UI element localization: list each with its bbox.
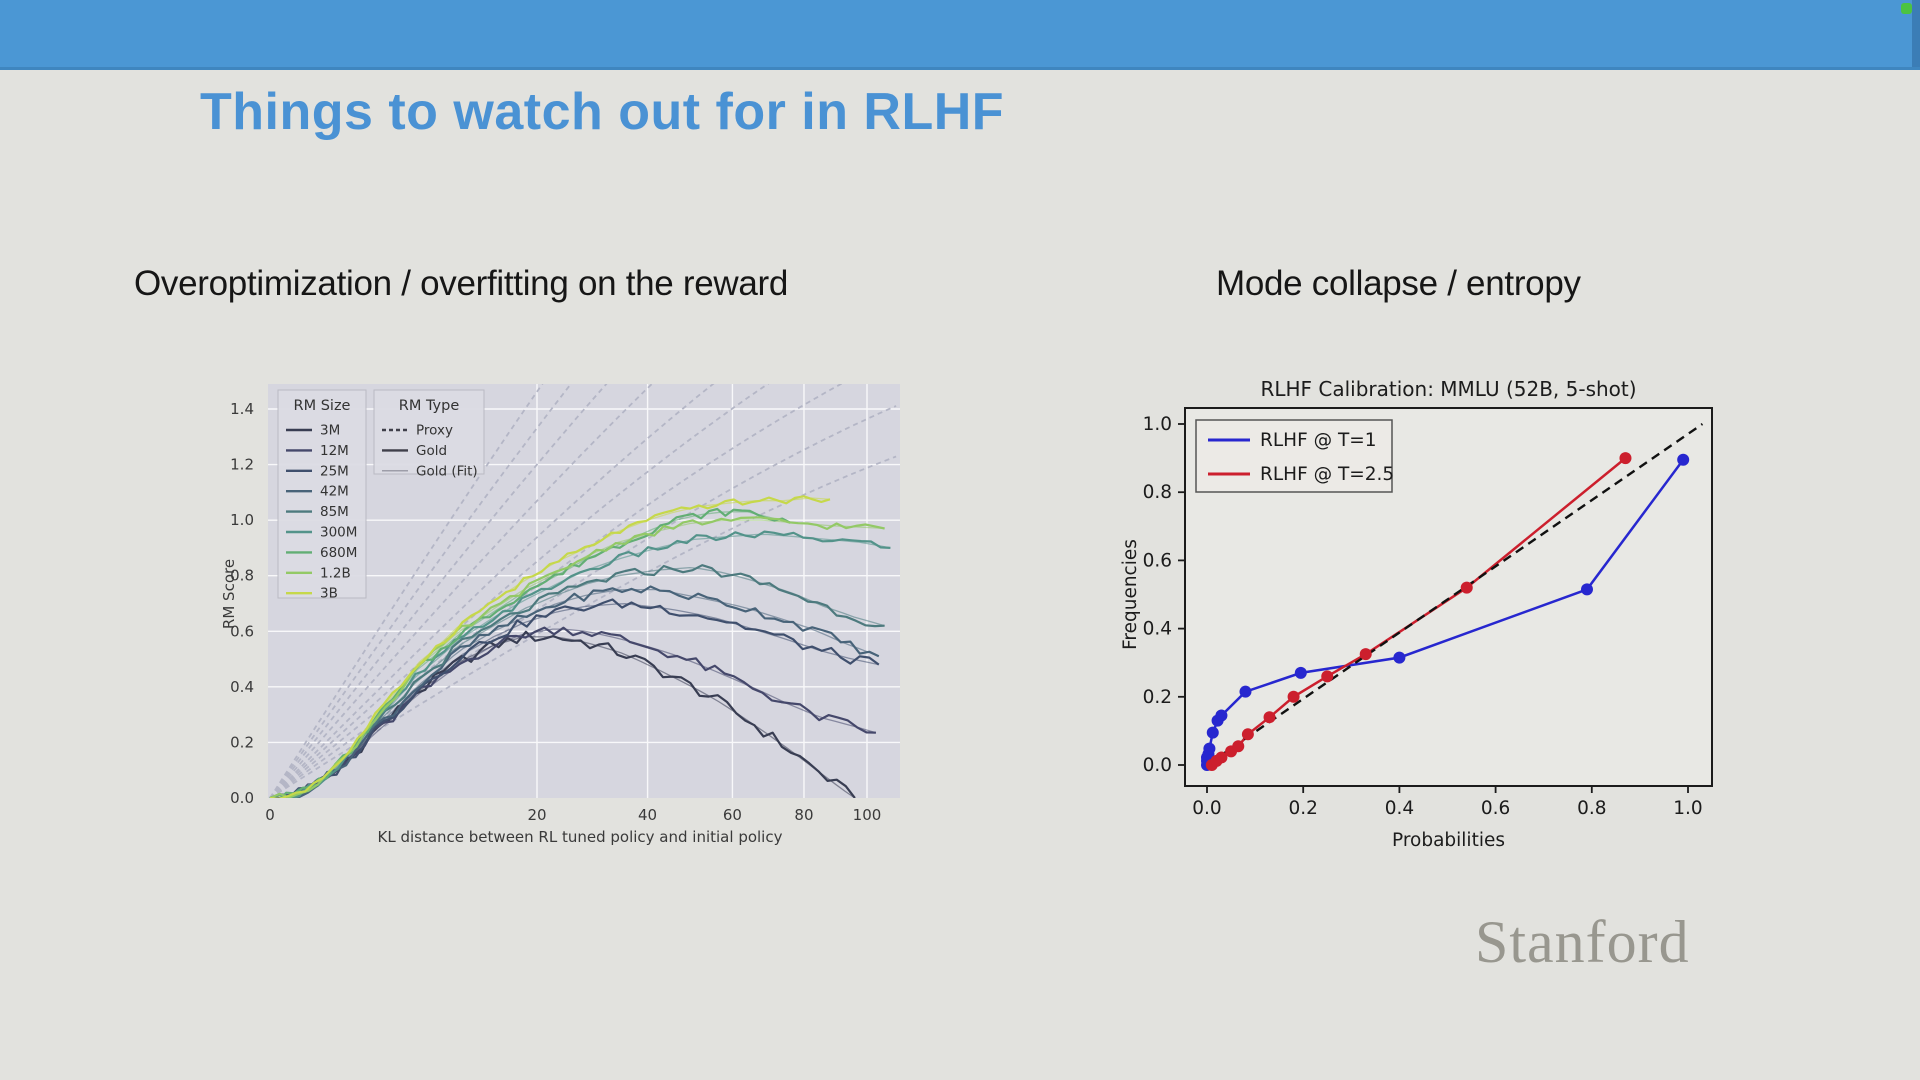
right-plot-series — [1201, 423, 1704, 771]
left-plot-series — [269, 384, 897, 798]
data-point — [1580, 583, 1593, 596]
data-point — [1359, 648, 1372, 661]
right-x-tick: 0.6 — [1481, 798, 1510, 819]
right-legend-label: RLHF @ T=1 — [1260, 430, 1377, 451]
data-point — [1239, 685, 1252, 698]
gold-line-3B — [270, 495, 831, 798]
data-point — [1321, 670, 1334, 683]
overoptimization-chart: 0 20 40 60 80 100 0.0 0.2 0.4 0.6 0.8 1.0 1.2 1.4 KL d… — [220, 384, 900, 846]
legend-rm-size-label: 1.2B — [320, 565, 351, 581]
left-x-tick: 0 — [265, 806, 275, 824]
stanford-logo: Stanford — [1475, 909, 1690, 975]
left-x-axis-label: KL distance between RL tuned policy and … — [378, 828, 783, 846]
legend-rm-size-label: 300M — [320, 525, 357, 541]
data-point — [1460, 581, 1473, 594]
data-point — [1241, 728, 1254, 741]
left-y-tick: 0.4 — [230, 678, 254, 696]
legend-rm-size-label: 85M — [320, 504, 349, 520]
proxy-line-25M — [269, 384, 843, 798]
legend-rm-size-label: 3M — [320, 423, 340, 439]
legend-rm-size-label: 42M — [320, 484, 349, 500]
left-y-axis-label: RM Score — [220, 559, 238, 629]
gold-line-1.2B — [269, 516, 885, 798]
data-point — [1393, 651, 1406, 664]
left-y-tick: 0.2 — [230, 733, 254, 751]
left-y-tick: 1.0 — [230, 511, 254, 529]
calibration-chart: RLHF Calibration: MMLU (52B, 5-shot) 0.0 0… — [1120, 377, 1713, 851]
data-point — [1677, 453, 1690, 466]
right-y-tick: 0.0 — [1143, 755, 1172, 776]
proxy-line-12M — [269, 405, 897, 798]
left-x-tick: 80 — [794, 806, 813, 824]
legend-rm-size-label: 25M — [320, 463, 349, 479]
right-y-tick: 0.6 — [1143, 550, 1172, 571]
data-point — [1619, 452, 1632, 465]
left-y-tick: 0.0 — [230, 789, 254, 807]
left-section-heading: Overoptimization / overfitting on the re… — [134, 264, 789, 303]
gold-line-42M — [269, 585, 880, 798]
right-y-tick: 0.4 — [1143, 619, 1172, 640]
legend-rm-size: RM Size 3M 12M 25M 42M 85M 300M 680M 1.2B 3B — [277, 389, 367, 602]
legend-rm-size-title: RM Size — [294, 398, 351, 414]
video-top-bar — [0, 0, 1920, 70]
right-x-tick: 0.8 — [1577, 798, 1606, 819]
right-legend: RLHF @ T=1 RLHF @ T=2.5 — [1195, 419, 1394, 493]
data-point — [1287, 690, 1300, 703]
left-grid — [268, 384, 900, 798]
left-y-tick: 0.6 — [230, 622, 254, 640]
legend-rm-size-label: 680M — [320, 545, 357, 561]
data-point — [1232, 740, 1245, 753]
right-ticks — [1178, 423, 1689, 793]
legend-rm-type-label: Gold — [416, 443, 447, 459]
proxy-line-1.2B — [269, 384, 572, 798]
slide-title: Things to watch out for in RLHF — [200, 83, 1005, 141]
left-y-tick: 0.8 — [230, 567, 254, 585]
data-point — [1203, 742, 1216, 755]
legend-rm-type-label: Gold (Fit) — [416, 463, 478, 479]
right-y-tick: 0.8 — [1143, 482, 1172, 503]
right-y-tick: 0.2 — [1143, 687, 1172, 708]
left-x-tick: 40 — [638, 806, 657, 824]
proxy-line-3B — [269, 384, 544, 798]
left-y-tick: 1.4 — [230, 400, 254, 418]
right-x-tick: 1.0 — [1673, 798, 1702, 819]
right-y-tick: 1.0 — [1143, 414, 1172, 435]
gold-line-680M — [270, 507, 792, 798]
right-x-tick: 0.0 — [1192, 798, 1221, 819]
right-y-axis-label: Frequencies — [1120, 539, 1141, 650]
gold-line-25M — [270, 598, 880, 798]
legend-rm-size-label: 12M — [320, 443, 349, 459]
top-bar-right-strip — [1912, 0, 1920, 67]
data-point — [1263, 711, 1276, 724]
right-chart-title: RLHF Calibration: MMLU (52B, 5-shot) — [1260, 377, 1636, 401]
legend-rm-type: RM Type Proxy Gold Gold (Fit) — [373, 389, 485, 479]
legend-rm-type-title: RM Type — [399, 398, 460, 414]
data-point — [1215, 709, 1228, 722]
legend-rm-size-label: 3B — [320, 586, 338, 602]
right-section-heading: Mode collapse / entropy — [1216, 264, 1581, 303]
proxy-line-85M — [269, 384, 715, 798]
proxy-line-680M — [269, 384, 608, 798]
data-point — [1206, 726, 1219, 739]
legend-rm-type-label: Proxy — [416, 423, 453, 439]
data-point — [1294, 666, 1307, 679]
left-y-tick: 1.2 — [230, 456, 254, 474]
gold-line-85M — [270, 564, 885, 798]
proxy-line-42M — [269, 384, 770, 798]
left-x-tick: 60 — [723, 806, 742, 824]
right-x-tick: 0.4 — [1385, 798, 1414, 819]
right-x-axis-label: Probabilities — [1392, 830, 1505, 851]
recording-indicator-dot — [1901, 3, 1912, 14]
proxy-line-300M — [269, 384, 654, 798]
left-x-tick: 100 — [853, 806, 882, 824]
gold-fit-line-12M — [269, 628, 877, 798]
right-legend-label: RLHF @ T=2.5 — [1260, 464, 1394, 485]
left-x-tick: 20 — [527, 806, 546, 824]
data-point — [1215, 751, 1228, 764]
identity-line — [1206, 423, 1704, 766]
right-x-tick: 0.2 — [1288, 798, 1317, 819]
